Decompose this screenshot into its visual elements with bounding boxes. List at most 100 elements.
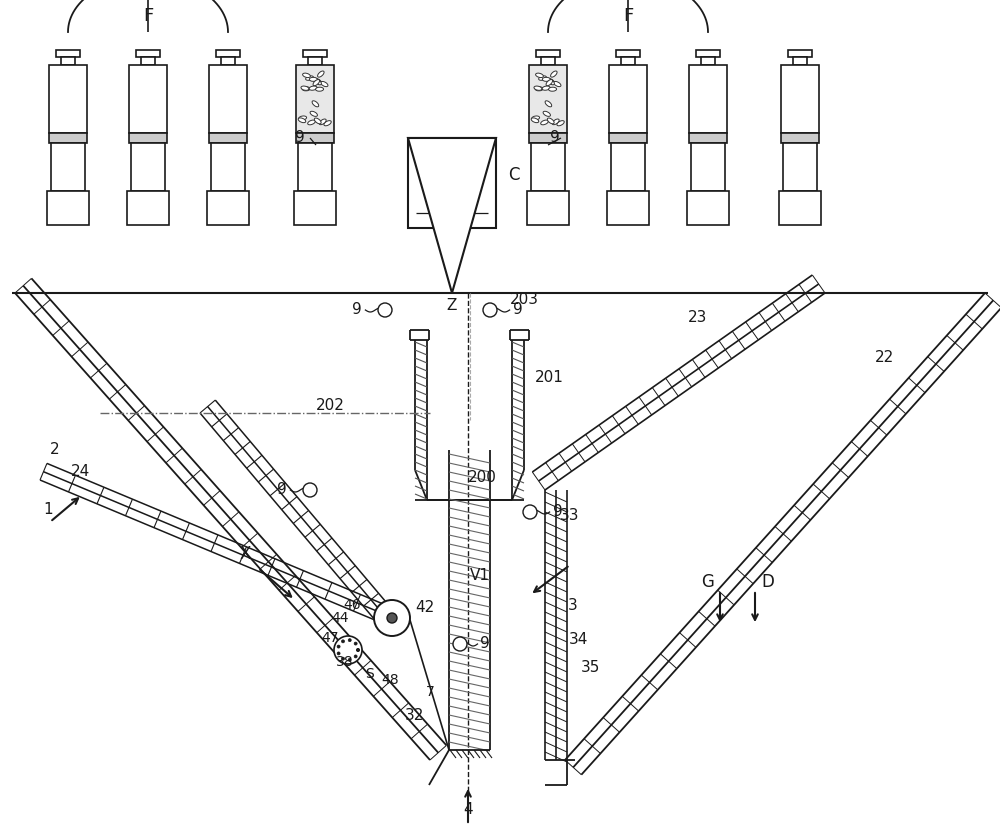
Ellipse shape <box>318 71 324 77</box>
Text: 200: 200 <box>468 470 496 485</box>
Bar <box>296 133 334 143</box>
Bar <box>207 191 249 225</box>
Bar <box>47 191 89 225</box>
Ellipse shape <box>542 78 550 81</box>
Bar <box>303 50 327 57</box>
Bar <box>793 57 807 65</box>
Ellipse shape <box>541 120 548 124</box>
Bar <box>51 143 85 191</box>
Bar <box>529 65 567 133</box>
Circle shape <box>303 483 317 497</box>
Bar <box>621 57 635 65</box>
Bar <box>541 57 555 65</box>
Text: G: G <box>702 573 714 591</box>
Ellipse shape <box>536 73 543 78</box>
Text: 22: 22 <box>875 351 894 366</box>
Circle shape <box>337 645 340 648</box>
Bar <box>296 65 334 133</box>
Text: 1: 1 <box>43 503 53 518</box>
Ellipse shape <box>315 78 321 85</box>
Ellipse shape <box>314 78 321 84</box>
Bar <box>783 143 817 191</box>
Ellipse shape <box>551 71 557 77</box>
Ellipse shape <box>539 76 546 80</box>
Bar <box>221 57 235 65</box>
Bar <box>529 133 567 143</box>
Ellipse shape <box>535 87 543 91</box>
Bar <box>129 133 167 143</box>
Bar <box>536 50 560 57</box>
Bar <box>49 65 87 133</box>
Text: 9: 9 <box>277 483 287 498</box>
Ellipse shape <box>543 111 550 116</box>
Circle shape <box>378 303 392 317</box>
Ellipse shape <box>312 101 319 107</box>
Bar <box>209 133 247 143</box>
Bar <box>616 50 640 57</box>
Ellipse shape <box>316 87 324 91</box>
Bar <box>788 50 812 57</box>
Ellipse shape <box>302 87 310 91</box>
Bar <box>129 65 167 133</box>
Bar <box>531 143 565 191</box>
Ellipse shape <box>314 118 321 124</box>
Text: Z: Z <box>447 297 457 312</box>
Ellipse shape <box>531 118 539 123</box>
Circle shape <box>356 649 360 651</box>
Text: 9: 9 <box>550 130 560 145</box>
Ellipse shape <box>324 120 331 126</box>
Text: 4: 4 <box>463 802 473 817</box>
Text: 3: 3 <box>568 598 578 613</box>
Ellipse shape <box>552 119 559 124</box>
Ellipse shape <box>303 73 310 78</box>
Text: 203: 203 <box>510 292 539 307</box>
Text: 44: 44 <box>331 611 349 625</box>
Bar <box>689 133 727 143</box>
Circle shape <box>523 505 537 519</box>
Text: 34: 34 <box>568 632 588 647</box>
Circle shape <box>453 637 467 651</box>
Text: V1: V1 <box>470 568 490 583</box>
Ellipse shape <box>301 86 309 90</box>
Text: 48: 48 <box>381 673 399 687</box>
Bar <box>216 50 240 57</box>
Ellipse shape <box>313 79 320 86</box>
Circle shape <box>356 649 360 651</box>
Circle shape <box>483 303 497 317</box>
Ellipse shape <box>319 119 326 124</box>
Bar <box>689 65 727 133</box>
Ellipse shape <box>545 101 552 107</box>
Bar <box>298 143 332 191</box>
Ellipse shape <box>534 86 542 90</box>
Circle shape <box>348 658 351 661</box>
Bar <box>687 191 729 225</box>
Bar <box>209 65 247 133</box>
Ellipse shape <box>546 79 553 86</box>
Bar <box>56 50 80 57</box>
Bar <box>408 138 496 228</box>
Ellipse shape <box>532 116 540 120</box>
Circle shape <box>337 652 340 655</box>
Text: 201: 201 <box>535 371 564 386</box>
Circle shape <box>374 600 410 636</box>
Ellipse shape <box>299 116 307 120</box>
Bar <box>781 65 819 133</box>
Text: 7: 7 <box>426 685 434 699</box>
Circle shape <box>387 613 397 623</box>
Circle shape <box>342 657 344 660</box>
Bar <box>131 143 165 191</box>
Ellipse shape <box>557 120 564 126</box>
Bar <box>696 50 720 57</box>
Circle shape <box>342 640 344 643</box>
Bar <box>701 57 715 65</box>
Ellipse shape <box>298 118 306 123</box>
Ellipse shape <box>309 78 317 81</box>
Text: 202: 202 <box>316 397 345 412</box>
Text: 38: 38 <box>336 655 354 669</box>
Text: F: F <box>623 7 633 25</box>
Text: 24: 24 <box>70 464 90 479</box>
Bar <box>61 57 75 65</box>
Ellipse shape <box>548 78 554 85</box>
Text: 46: 46 <box>343 598 361 612</box>
Bar <box>141 57 155 65</box>
